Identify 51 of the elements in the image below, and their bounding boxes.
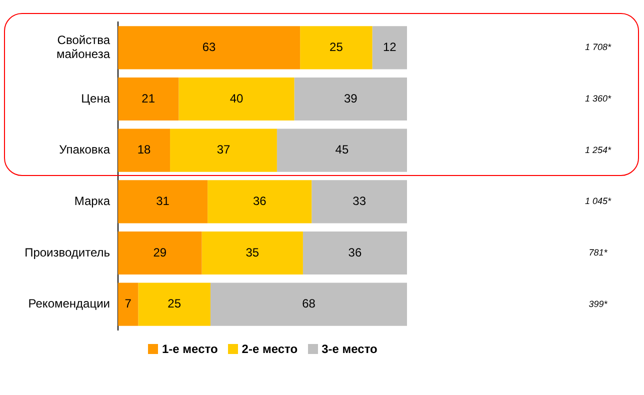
data-label: 31 <box>156 194 170 208</box>
bar <box>118 77 179 121</box>
data-label: 63 <box>202 40 216 54</box>
bar <box>118 128 170 172</box>
data-label: 25 <box>168 296 182 311</box>
bar <box>302 231 407 275</box>
bar <box>208 180 312 224</box>
data-label: 40 <box>230 91 244 106</box>
data-label: 45 <box>335 142 349 157</box>
y-tick-label: Цена <box>81 91 110 106</box>
y-tick-label: Марка <box>74 194 110 208</box>
data-label: 18 <box>137 142 152 157</box>
data-label: 39 <box>344 91 358 106</box>
bar <box>276 128 407 172</box>
legend-label: 2-е место <box>240 342 298 356</box>
data-label: 36 <box>348 245 362 260</box>
bar <box>118 26 300 70</box>
y-tick-label: Рекомендации <box>28 296 110 311</box>
bar <box>118 180 208 224</box>
bar <box>118 282 138 326</box>
data-label: 25 <box>330 40 344 54</box>
bar <box>138 282 210 326</box>
bar <box>118 231 202 275</box>
legend-label: 1-е место <box>161 342 218 356</box>
text: 1 045* <box>584 196 612 206</box>
bar <box>294 77 407 121</box>
bar <box>202 231 303 275</box>
bar <box>170 128 277 172</box>
data-label: 36 <box>252 194 267 208</box>
bar <box>312 180 407 224</box>
y-tick-label: Производитель <box>24 245 110 260</box>
text: 1 708* <box>584 42 612 52</box>
data-label: 35 <box>246 245 260 260</box>
data-label: 68 <box>302 296 316 311</box>
data-label: 29 <box>153 245 167 260</box>
text: 1 360* <box>584 94 612 104</box>
bar <box>178 77 294 121</box>
data-label: 12 <box>382 40 397 54</box>
bar <box>300 26 372 70</box>
bar <box>372 26 407 70</box>
data-label: 33 <box>352 194 366 208</box>
text: 399* <box>588 298 608 309</box>
y-tick-label: Свойства майонеза <box>56 32 110 62</box>
text: 1 254* <box>584 144 612 155</box>
bar <box>210 282 407 326</box>
text: 781* <box>588 248 608 258</box>
legend-label: 3-е место <box>320 342 378 356</box>
data-label: 21 <box>142 91 156 106</box>
y-tick-label: Упаковка <box>59 142 110 157</box>
data-label: 37 <box>216 142 230 157</box>
data-label: 7 <box>124 296 132 311</box>
